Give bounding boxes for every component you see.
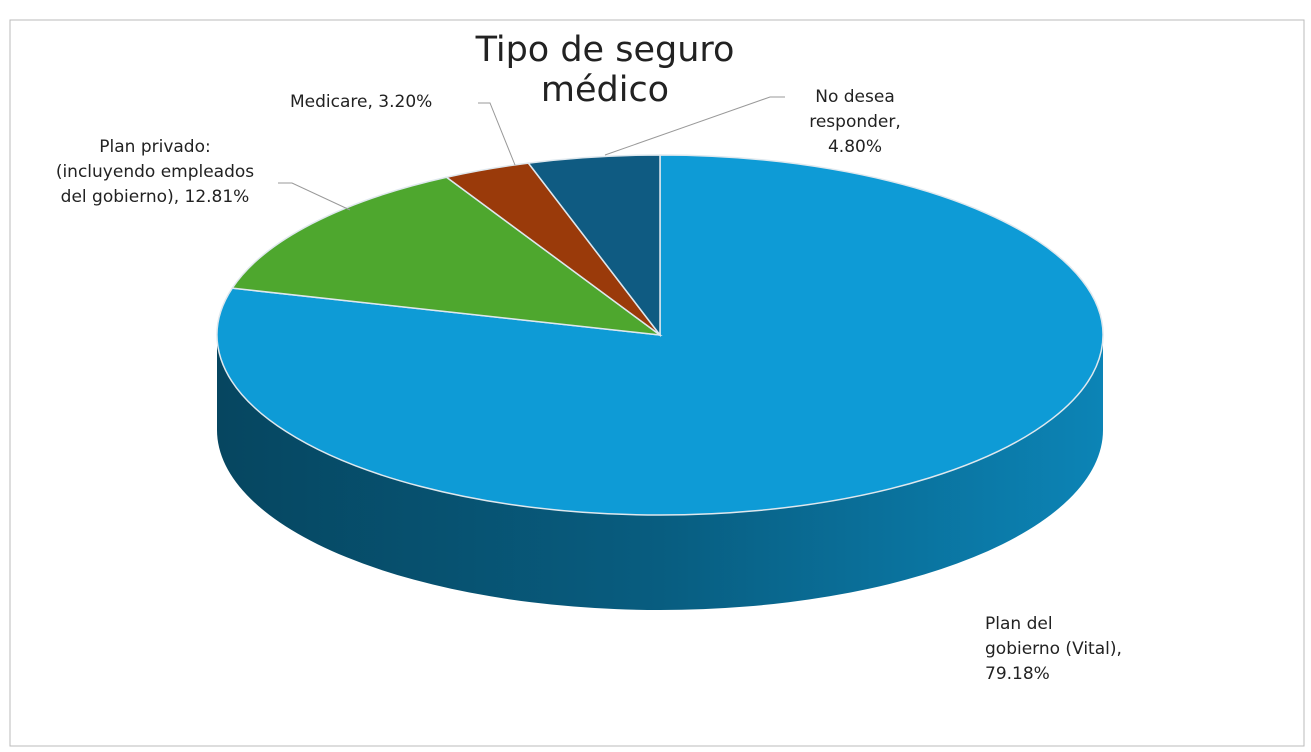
leader-line: [478, 102, 516, 166]
label-box: Plan privado: (incluyendo empleados del …: [55, 135, 255, 210]
chart-title: Tipo de seguro médico: [475, 30, 735, 110]
slice: [527, 154, 661, 338]
pie: [216, 154, 1104, 610]
leader-line: [278, 182, 351, 211]
label-box: Plan del gobierno (Vital) 79.18%: [985, 612, 1125, 687]
category-label: No desea responder: [809, 87, 901, 132]
category-label: Plan privado: (incluyendo empleados del …: [56, 137, 254, 207]
slice-label: Plan del gobierno (Vital) 79.18%: [985, 612, 1125, 687]
category-label: Plan del gobierno (Vital): [985, 614, 1122, 659]
value-label: 79.18%: [985, 664, 1050, 684]
category-label: Medicare: [290, 92, 378, 112]
value-label: 3.20%: [378, 92, 433, 112]
slice-label: No desea responder 4.80%: [780, 85, 930, 160]
slice: [230, 176, 663, 337]
label-box: Medicare3.20%: [290, 90, 490, 115]
slice-label: Plan privado: (incluyendo empleados del …: [55, 135, 255, 210]
leader-lines: [278, 96, 785, 211]
slice-side: [217, 335, 1103, 610]
slice-label: Medicare3.20%: [290, 90, 490, 115]
value-label: 12.81%: [184, 187, 250, 207]
label-box: No desea responder 4.80%: [780, 85, 930, 160]
value-label: 4.80%: [827, 137, 882, 157]
leader-line: [604, 96, 785, 156]
title-box: Tipo de seguro médico: [475, 30, 735, 110]
